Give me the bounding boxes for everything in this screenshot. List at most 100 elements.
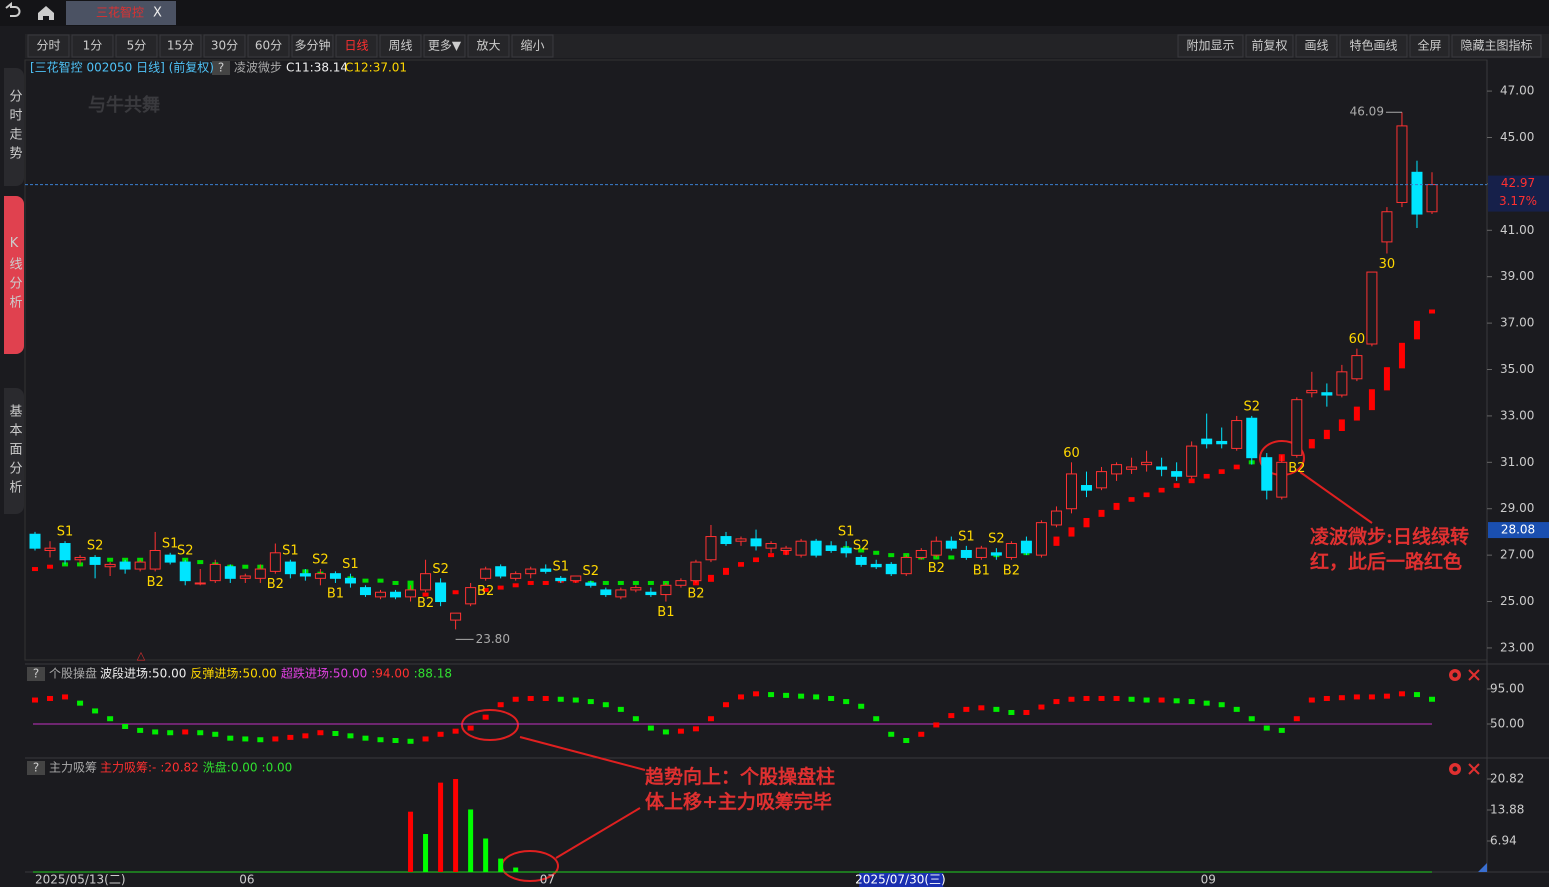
signal-label: 60 [1063, 446, 1080, 461]
indicator-mark [1098, 695, 1105, 701]
step-marker [1338, 419, 1345, 431]
step-marker [888, 553, 895, 558]
step-marker [722, 567, 729, 575]
indicator-value: 反弹进场:50.00 [190, 667, 276, 681]
tab-close[interactable]: X [153, 6, 162, 21]
home-icon[interactable] [38, 6, 54, 20]
bar [438, 782, 444, 872]
toolbar-button[interactable] [379, 34, 422, 58]
indicator-mark [1233, 706, 1240, 712]
candle-body [89, 556, 101, 565]
toolbar-button[interactable] [423, 34, 466, 58]
toolbar-label: 60分 [255, 39, 282, 53]
indicator-mark [858, 703, 865, 709]
indicator-value: 主力吸筹:- [100, 761, 156, 775]
candle-body [209, 563, 221, 582]
candle-body [750, 538, 762, 547]
toolbar-button[interactable] [1295, 34, 1338, 58]
toolbar-button[interactable] [1177, 34, 1244, 58]
toolbar-button[interactable] [1339, 34, 1408, 58]
candle-body [810, 540, 822, 556]
candle-body [630, 587, 642, 591]
candle-body [1035, 522, 1047, 556]
candle-body [495, 566, 507, 577]
toolbar-button[interactable] [1409, 34, 1450, 58]
indicator-value: 超跌进场:50.00 [281, 666, 367, 681]
candle-body [585, 582, 597, 586]
candle-body [705, 536, 717, 561]
indicator-mark [1158, 697, 1165, 703]
indicator-value: :88.18 [414, 667, 452, 681]
indicator-mark [1008, 709, 1015, 715]
candle-body [1156, 466, 1168, 470]
indicator-mark [497, 702, 504, 708]
toolbar-label: 分时 [36, 39, 60, 53]
candle-body [390, 591, 402, 598]
candle-body [1050, 510, 1062, 526]
header-c2: C12:37.01 [345, 61, 407, 75]
toolbar-button[interactable] [291, 34, 334, 58]
step-marker [1188, 478, 1195, 484]
main-panel [24, 59, 1488, 661]
candle-body [420, 573, 432, 591]
toolbar-button[interactable] [115, 34, 158, 58]
candle-body [960, 549, 972, 558]
toolbar-button[interactable] [335, 34, 378, 58]
corner-icon [1478, 863, 1487, 872]
y-tick-label: 47.00 [1500, 84, 1534, 98]
bar [513, 867, 519, 872]
candle-body [374, 591, 386, 598]
signal-label: S2 [853, 539, 870, 554]
annotation: 趋势向上：个股操盘柱 [645, 765, 835, 788]
back-icon[interactable] [5, 1, 21, 17]
indicator-mark [1053, 699, 1060, 705]
toolbar-button[interactable] [27, 34, 70, 58]
indicator-mark [1323, 695, 1330, 701]
candle-body [119, 561, 131, 570]
toolbar-button[interactable] [467, 34, 510, 58]
gear-hole [1452, 766, 1458, 772]
step-marker [512, 583, 519, 588]
indicator-mark [1383, 693, 1390, 699]
active-tab[interactable] [66, 1, 176, 25]
indicator-mark [1203, 700, 1210, 706]
side-tab[interactable]: K线分析 [4, 196, 24, 354]
candle-body [840, 547, 852, 554]
step-marker [1128, 497, 1135, 502]
candle-body [765, 543, 777, 549]
side-tab[interactable]: 分时走势 [4, 68, 24, 186]
indicator-mark [1128, 696, 1135, 702]
indicator-mark [122, 723, 129, 729]
change-label: 3.17% [1499, 194, 1537, 208]
y-tick-label: 6.94 [1490, 833, 1517, 847]
indicator-mark [377, 737, 384, 743]
indicator-mark [948, 713, 955, 719]
toolbar-label: 多分钟 [294, 38, 330, 53]
toolbar-button[interactable] [203, 34, 246, 58]
candle-body [1141, 461, 1153, 466]
indicator-mark [677, 728, 684, 734]
step-marker [1158, 487, 1165, 493]
candle-body [1426, 184, 1438, 213]
toolbar-button[interactable] [247, 34, 290, 58]
step-marker [602, 580, 609, 585]
help: ? [33, 667, 39, 681]
toolbar-button[interactable] [1451, 34, 1542, 58]
candle-body [59, 543, 71, 561]
candle-body [179, 561, 191, 582]
candle-body [975, 547, 987, 558]
side-tab[interactable]: 基本面分析 [4, 388, 24, 514]
toolbar-button[interactable] [1245, 34, 1294, 58]
toolbar-button[interactable] [159, 34, 202, 58]
header-c1: C11:38.14 [286, 61, 348, 75]
close[interactable] [1468, 763, 1480, 775]
indicator-mark [257, 737, 264, 743]
gear-icons [1449, 669, 1461, 775]
toolbar-button[interactable] [511, 34, 554, 58]
indicator-mark [1038, 704, 1045, 710]
candle-body [104, 563, 116, 568]
toolbar-button[interactable] [71, 34, 114, 58]
close[interactable] [1468, 669, 1480, 681]
indicator-mark [722, 702, 729, 708]
